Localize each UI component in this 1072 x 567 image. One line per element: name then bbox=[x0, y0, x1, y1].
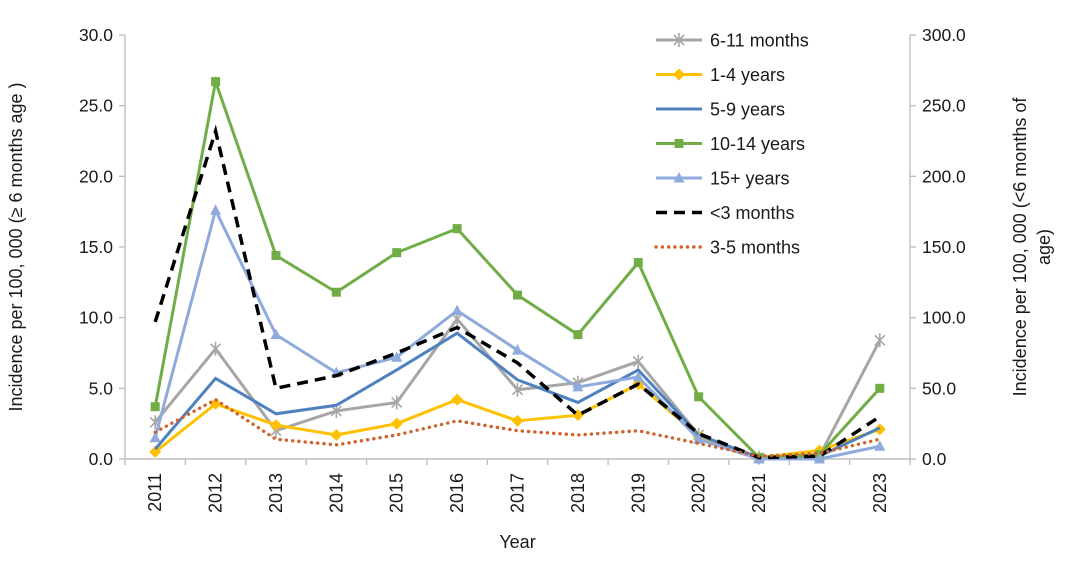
x-axis-category-label: 2022 bbox=[809, 473, 829, 513]
square-marker-icon bbox=[150, 402, 160, 412]
legend-item: 1-4 years bbox=[656, 65, 785, 85]
legend-item: 10-14 years bbox=[656, 134, 805, 154]
diamond-marker-icon bbox=[390, 417, 403, 430]
x-axis-category-label: 2011 bbox=[145, 473, 165, 512]
legend-item: 3-5 months bbox=[654, 238, 800, 258]
legend-label: 10-14 years bbox=[710, 134, 805, 154]
x-axis-category-label: 2020 bbox=[689, 473, 709, 513]
left-axis-tick-label: 30.0 bbox=[79, 25, 113, 45]
right-axis-tick-label: 50.0 bbox=[922, 378, 956, 398]
axes: 0.0 0.0 5.0 50.0 10.0 100.0 15.0 150.0 20.0 200.0… bbox=[6, 25, 1054, 552]
square-marker-icon bbox=[271, 250, 281, 260]
triangle-marker-icon bbox=[512, 344, 523, 355]
right-axis-tick-label: 0.0 bbox=[922, 449, 947, 469]
triangle-marker-icon bbox=[149, 431, 161, 443]
series-3-5-months bbox=[153, 397, 882, 458]
legend-item: <3 months bbox=[656, 203, 795, 223]
left-axis-title: Incidence per 100, 000 (≥ 6 months age ) bbox=[6, 82, 26, 411]
legend-label: 1-4 years bbox=[710, 65, 785, 85]
square-marker-icon bbox=[513, 290, 522, 300]
diamond-marker-icon bbox=[149, 445, 162, 458]
square-marker-icon bbox=[211, 77, 221, 87]
legend-label: 15+ years bbox=[710, 169, 790, 189]
diamond-marker-icon bbox=[451, 393, 464, 406]
left-axis-tick-label: 15.0 bbox=[79, 237, 113, 257]
x-axis-category-label: 2016 bbox=[447, 473, 467, 513]
square-marker-icon bbox=[331, 287, 341, 297]
triangle-marker-icon bbox=[693, 433, 705, 444]
triangle-marker-icon bbox=[813, 453, 825, 464]
right-axis-title-line2: age) bbox=[1034, 229, 1054, 265]
x-axis-category-label: 2017 bbox=[508, 473, 528, 513]
asterisk-marker-icon bbox=[874, 333, 886, 348]
square-marker-icon bbox=[875, 383, 885, 393]
x-axis-category-label: 2014 bbox=[326, 473, 346, 513]
triangle-marker-icon bbox=[451, 304, 463, 316]
legend-item: 15+ years bbox=[656, 169, 790, 189]
right-axis-title-line1: Incidence per 100, 000 (<6 months of bbox=[1010, 97, 1030, 397]
x-axis-category-label: 2023 bbox=[870, 473, 890, 513]
x-axis-category-label: 2019 bbox=[628, 473, 648, 513]
legend-label: <3 months bbox=[710, 203, 795, 223]
triangle-marker-icon bbox=[391, 351, 403, 362]
asterisk-marker-icon bbox=[673, 33, 685, 47]
asterisk-marker-icon bbox=[511, 382, 524, 397]
square-marker-icon bbox=[392, 248, 402, 258]
x-axis-category-label: 2021 bbox=[749, 473, 769, 513]
series-6-11-months bbox=[149, 312, 886, 465]
diamond-marker-icon bbox=[330, 428, 343, 441]
x-axis-category-label: 2018 bbox=[568, 473, 588, 513]
diamond-marker-icon bbox=[673, 68, 685, 81]
triangle-marker-icon bbox=[874, 440, 886, 451]
right-axis-tick-label: 300.0 bbox=[922, 25, 966, 45]
triangle-marker-icon bbox=[632, 371, 644, 382]
legend-label: 5-9 years bbox=[710, 100, 785, 120]
x-axis-category-label: 2012 bbox=[206, 473, 226, 513]
triangle-marker-icon bbox=[572, 380, 584, 392]
diamond-marker-icon bbox=[269, 419, 282, 432]
right-axis-tick-label: 150.0 bbox=[922, 237, 966, 257]
square-marker-icon bbox=[573, 330, 583, 340]
x-axis-category-label: 2013 bbox=[266, 473, 286, 513]
legend: 6-11 months 1-4 years 5-9 years 10-14 years… bbox=[654, 31, 809, 258]
x-axis-title: Year bbox=[499, 532, 535, 552]
series-line bbox=[153, 397, 882, 458]
right-axis-tick-label: 250.0 bbox=[922, 96, 966, 116]
diamond-marker-icon bbox=[209, 397, 222, 410]
left-axis-tick-label: 20.0 bbox=[79, 166, 113, 186]
square-marker-icon bbox=[633, 258, 643, 268]
left-axis-tick-label: 5.0 bbox=[89, 378, 114, 398]
triangle-marker-icon bbox=[270, 328, 282, 340]
legend-label: 3-5 months bbox=[710, 238, 800, 258]
square-marker-icon bbox=[674, 139, 684, 148]
asterisk-marker-icon bbox=[632, 354, 644, 369]
legend-label: 6-11 months bbox=[710, 31, 809, 51]
asterisk-marker-icon bbox=[391, 395, 403, 410]
triangle-marker-icon bbox=[673, 172, 685, 183]
legend-item: 5-9 years bbox=[656, 100, 785, 120]
right-axis-tick-label: 200.0 bbox=[922, 166, 966, 186]
left-axis-tick-label: 10.0 bbox=[79, 308, 113, 328]
asterisk-marker-icon bbox=[210, 341, 222, 356]
x-axis-category-label: 2015 bbox=[387, 473, 407, 513]
square-marker-icon bbox=[452, 224, 462, 234]
right-axis-tick-label: 100.0 bbox=[922, 308, 966, 328]
left-axis-tick-label: 25.0 bbox=[79, 96, 113, 116]
triangle-marker-icon bbox=[210, 204, 222, 215]
left-axis-tick-label: 0.0 bbox=[89, 449, 114, 469]
square-marker-icon bbox=[694, 392, 704, 402]
legend-item: 6-11 months bbox=[656, 31, 809, 51]
diamond-marker-icon bbox=[511, 414, 524, 427]
